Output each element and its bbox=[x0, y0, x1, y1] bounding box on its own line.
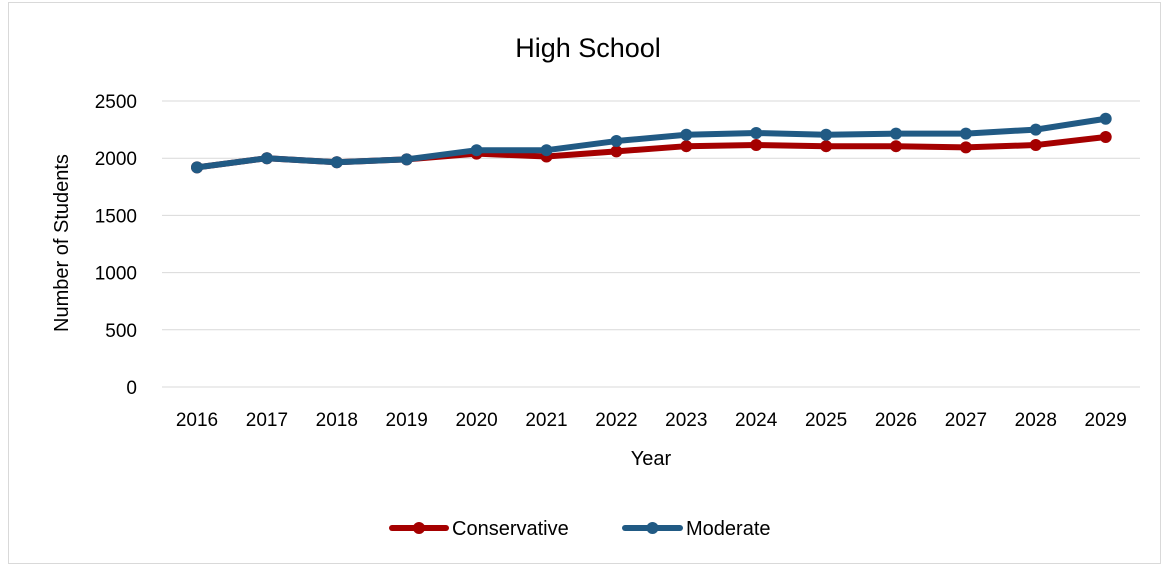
data-point-conservative bbox=[610, 145, 623, 158]
chart-title: High School bbox=[515, 33, 661, 63]
x-tick-label: 2025 bbox=[805, 410, 847, 431]
x-tick-label: 2023 bbox=[665, 410, 707, 431]
data-point-moderate bbox=[470, 144, 483, 157]
x-tick-label: 2027 bbox=[945, 410, 987, 431]
y-tick-label: 1000 bbox=[95, 264, 137, 285]
series-line-moderate bbox=[194, 115, 1109, 171]
x-tick-label: 2021 bbox=[525, 410, 567, 431]
x-axis-ticks: 2016 2017 2018 2019 2020 2021 2022 2023 2024 2025… bbox=[176, 410, 1127, 431]
y-axis-label: Number of Students bbox=[51, 154, 73, 332]
data-point-moderate bbox=[540, 144, 553, 157]
y-tick-label: 2500 bbox=[95, 92, 137, 113]
data-point-moderate bbox=[400, 153, 413, 166]
data-point-conservative bbox=[750, 139, 763, 152]
data-point-conservative bbox=[890, 140, 902, 153]
x-tick-label: 2029 bbox=[1085, 410, 1127, 431]
chart-frame bbox=[8, 2, 1161, 564]
x-tick-label: 2022 bbox=[595, 410, 637, 431]
x-tick-label: 2019 bbox=[386, 410, 428, 431]
data-point-moderate bbox=[750, 127, 763, 140]
x-tick-label: 2020 bbox=[455, 410, 497, 431]
legend-marker-moderate bbox=[646, 522, 659, 534]
y-tick-label: 1500 bbox=[95, 206, 137, 227]
data-point-moderate bbox=[191, 161, 203, 174]
x-tick-label: 2018 bbox=[316, 410, 358, 431]
data-point-moderate bbox=[890, 127, 902, 140]
data-point-moderate bbox=[1029, 123, 1042, 136]
x-tick-label: 2017 bbox=[246, 410, 288, 431]
y-tick-label: 0 bbox=[126, 378, 137, 399]
data-point-moderate bbox=[260, 152, 273, 165]
x-tick-label: 2016 bbox=[176, 410, 218, 431]
data-point-conservative bbox=[680, 140, 693, 153]
legend: Conservative Moderate bbox=[389, 518, 771, 540]
x-tick-label: 2028 bbox=[1015, 410, 1057, 431]
y-tick-label: 2000 bbox=[95, 149, 137, 170]
y-axis-ticks: 0 500 1000 1500 2000 2500 bbox=[95, 92, 137, 399]
x-tick-label: 2024 bbox=[735, 410, 778, 431]
gridlines bbox=[162, 100, 1140, 388]
data-point-conservative bbox=[820, 140, 833, 153]
data-point-conservative bbox=[1099, 131, 1112, 144]
legend-label-moderate: Moderate bbox=[686, 518, 771, 540]
data-point-moderate bbox=[330, 156, 343, 169]
data-point-conservative bbox=[1029, 139, 1042, 152]
x-tick-label: 2026 bbox=[875, 410, 917, 431]
x-axis-label: Year bbox=[631, 448, 672, 470]
data-point-moderate bbox=[680, 128, 693, 141]
data-point-moderate bbox=[1099, 112, 1112, 125]
data-point-moderate bbox=[610, 135, 623, 148]
data-point-conservative bbox=[959, 141, 972, 154]
legend-label-conservative: Conservative bbox=[452, 518, 569, 540]
data-point-moderate bbox=[820, 128, 833, 141]
legend-marker-conservative bbox=[413, 522, 425, 534]
data-point-moderate bbox=[959, 127, 972, 140]
series-lines bbox=[191, 112, 1112, 174]
y-tick-label: 500 bbox=[105, 321, 137, 342]
